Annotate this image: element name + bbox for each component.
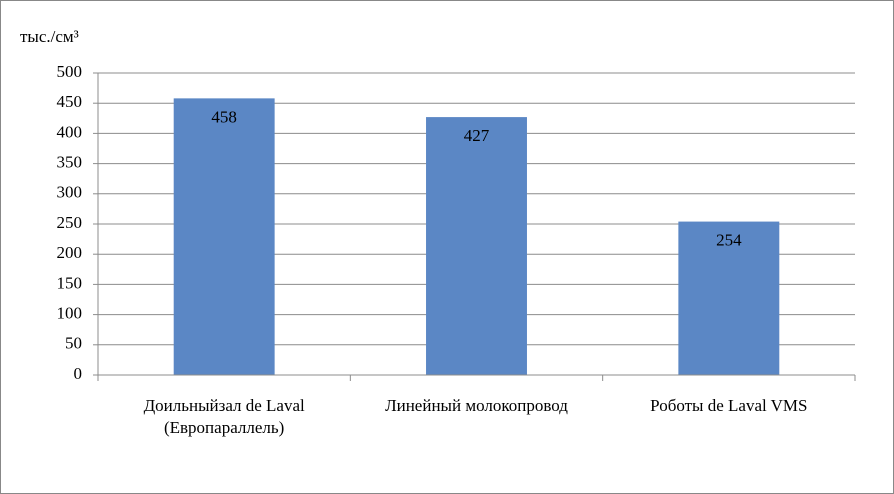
bar	[173, 98, 275, 376]
y-tick-label: 250	[57, 213, 83, 232]
bar	[426, 117, 527, 375]
y-tick-label: 350	[57, 153, 83, 172]
y-tick-label: 50	[65, 334, 82, 353]
bar	[678, 221, 780, 375]
y-tick-label: 400	[57, 122, 83, 141]
value-label: 427	[464, 126, 490, 145]
y-tick-label: 150	[57, 273, 83, 292]
y-tick-label: 450	[57, 92, 83, 111]
x-tick-label: Роботы de Laval VMS	[650, 396, 808, 415]
x-tick-label: Доильныйзал de Laval (Европараллель)	[143, 396, 305, 437]
y-tick-label: 300	[57, 183, 83, 202]
y-tick-label: 100	[57, 304, 83, 323]
x-tick-label: Линейный молокопровод	[385, 396, 568, 415]
y-tick-label: 500	[57, 62, 83, 81]
y-axis-label: тыс./см³	[20, 27, 79, 46]
y-tick-label: 0	[74, 364, 83, 383]
value-label: 254	[716, 230, 742, 249]
value-label: 458	[211, 107, 237, 126]
y-tick-label: 200	[57, 243, 83, 262]
